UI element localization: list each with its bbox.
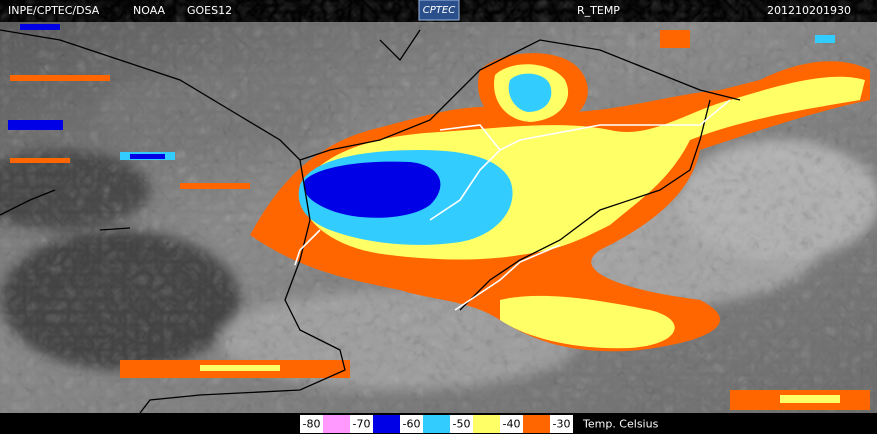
logo: CPTEC [423, 5, 455, 16]
legend-label-box [400, 415, 423, 433]
legend-label: -60 [403, 418, 421, 431]
legend-label-box [450, 415, 473, 433]
timestamp: 201210201930 [767, 4, 851, 17]
legend-swatch [473, 415, 500, 433]
legend-label: -80 [303, 418, 321, 431]
satellite: GOES12 [187, 4, 232, 17]
legend: -80 -70 -60 -50 -40 -30 Temp. Celsius [300, 415, 659, 433]
legend-swatch [373, 415, 400, 433]
legend-swatch [523, 415, 550, 433]
legend-label-box [300, 415, 323, 433]
legend-label: -70 [353, 418, 371, 431]
legend-label: -30 [553, 418, 571, 431]
legend-label-box [350, 415, 373, 433]
product: R_TEMP [577, 4, 620, 17]
legend-label-box [500, 415, 523, 433]
legend-swatch [323, 415, 350, 433]
legend-label: -40 [503, 418, 521, 431]
legend-label: -50 [453, 418, 471, 431]
legend-label-box [550, 415, 573, 433]
source: INPE/CPTEC/DSA [8, 4, 100, 17]
legend-unit: Temp. Celsius [582, 418, 659, 431]
legend-swatch [423, 415, 450, 433]
agency: NOAA [133, 4, 166, 17]
image [0, 22, 877, 414]
logo-badge [418, 0, 460, 21]
